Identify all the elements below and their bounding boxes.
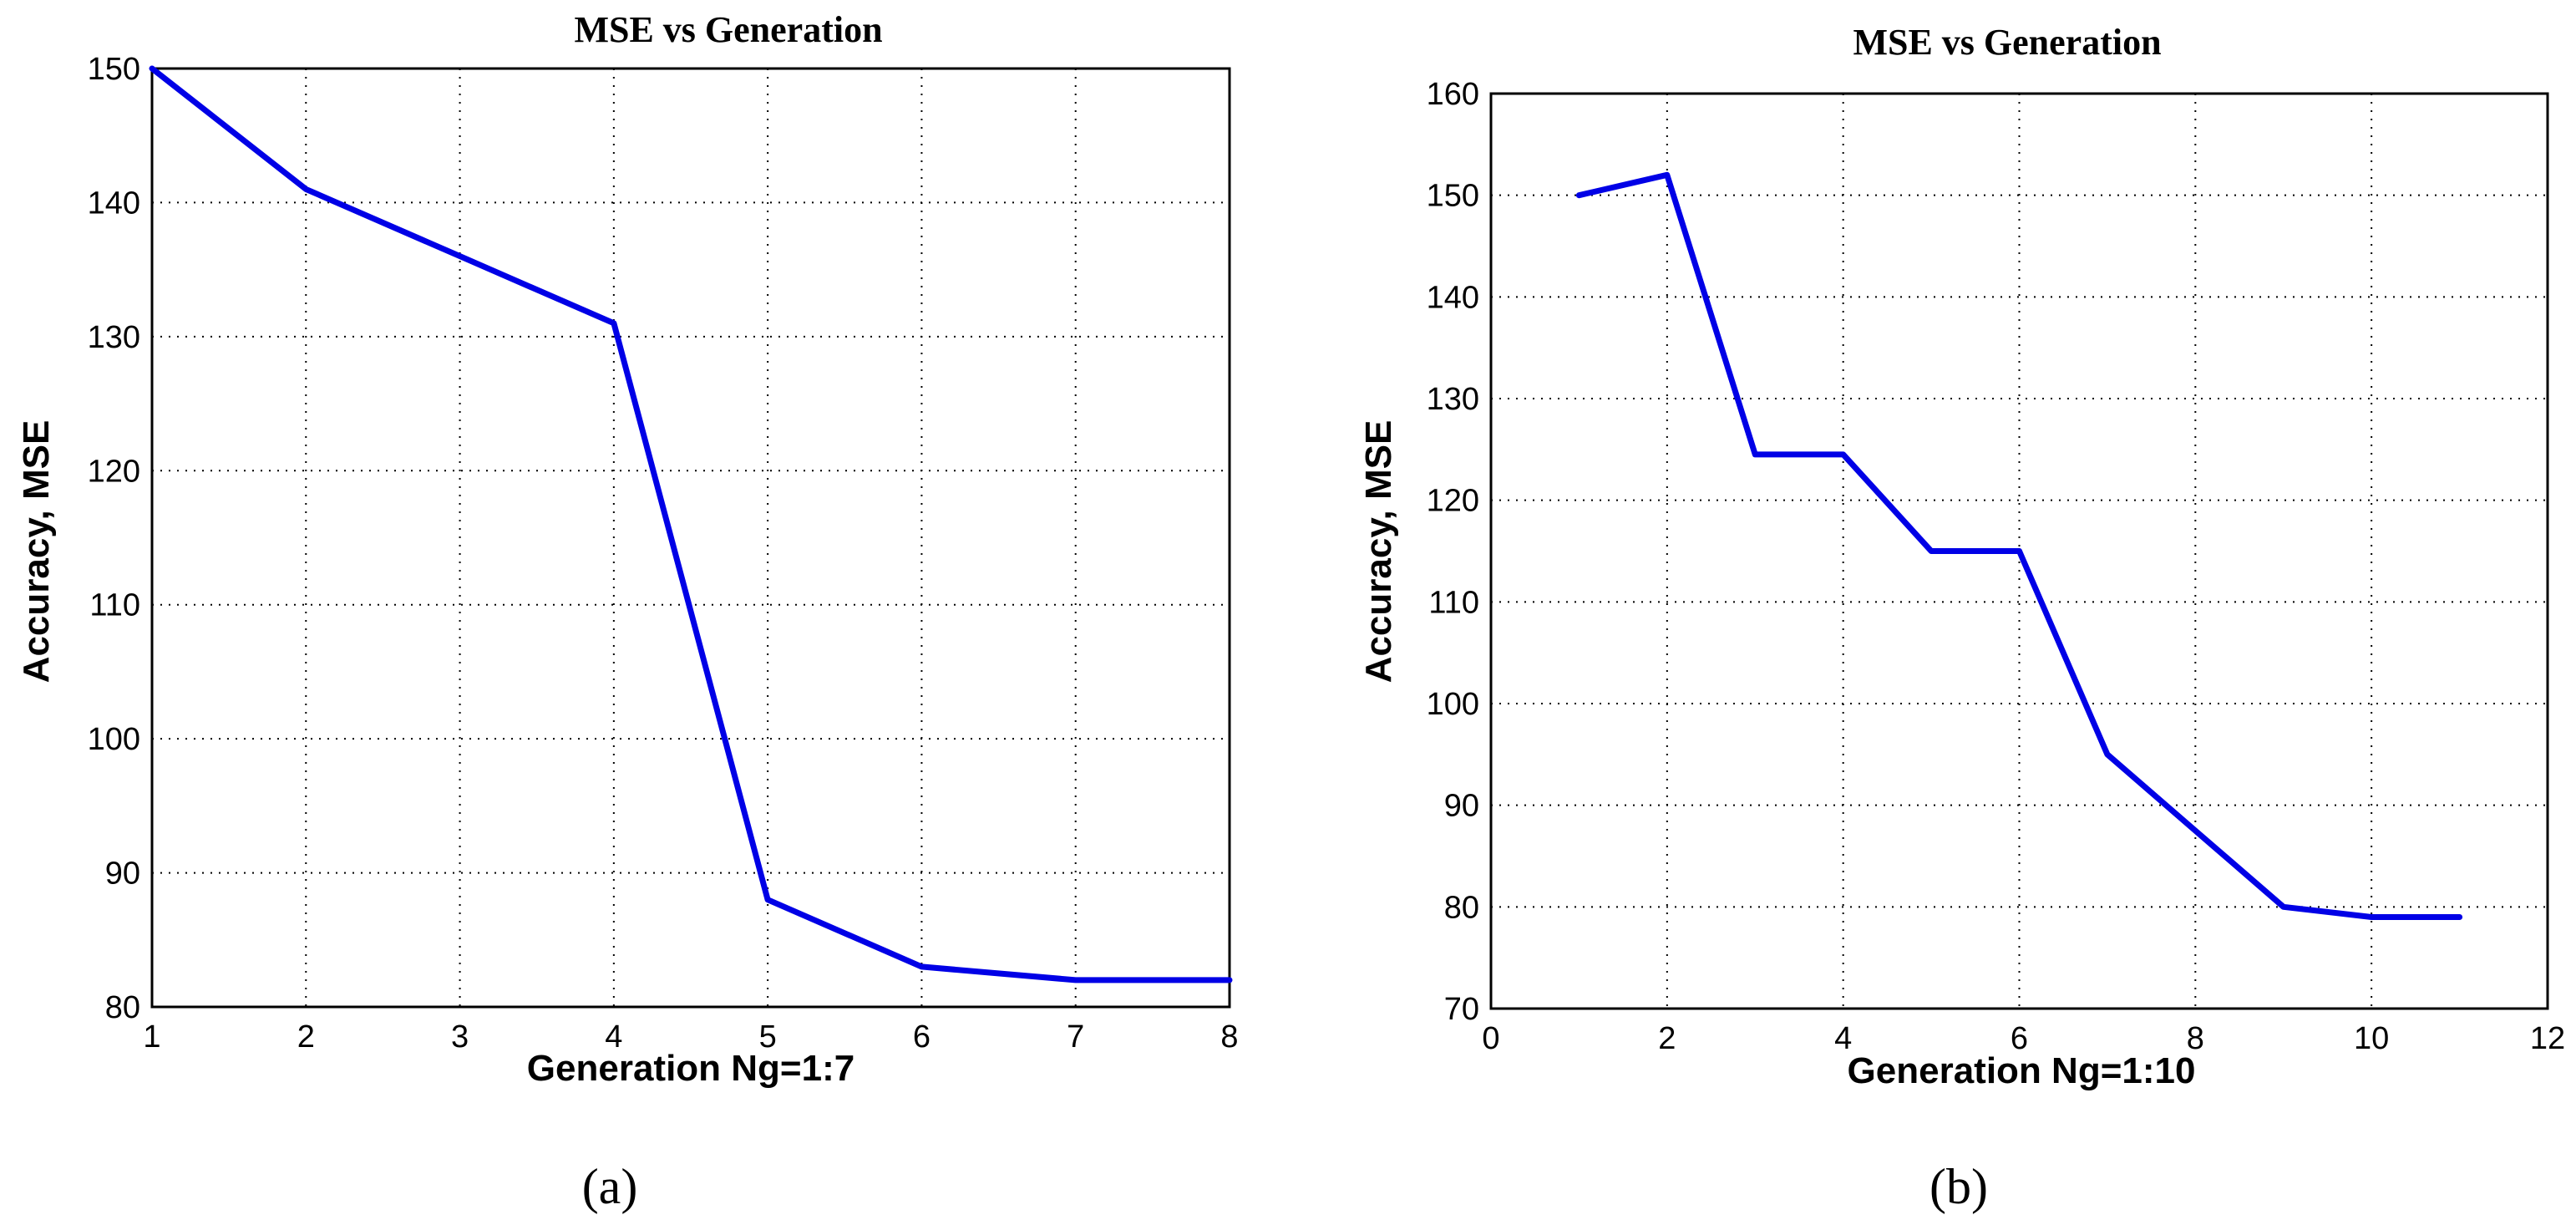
x-tick-label: 5: [759, 1019, 777, 1055]
y-tick-label: 150: [88, 52, 140, 87]
x-tick-label: 2: [1658, 1021, 1676, 1056]
chart-panel-a: MSE vs Generation 1 2 3 4 5 6 7 8 80 90 100 110 120…: [16, 9, 1239, 1214]
x-tick-label: 1: [143, 1019, 160, 1055]
x-tick-label: 6: [2011, 1021, 2028, 1056]
y-tick-label: 80: [105, 990, 140, 1025]
y-tick-label: 150: [1427, 179, 1479, 214]
y-tick-labels: 80 90 100 110 120 130 140 150: [88, 52, 140, 1025]
y-tick-labels: 70 80 90 100 110 120 130 140 150 160: [1427, 77, 1479, 1027]
y-tick-label: 110: [89, 588, 140, 623]
panel-label: (b): [1929, 1159, 1988, 1214]
y-tick-label: 80: [1444, 890, 1479, 925]
series-layer: [1575, 171, 2463, 920]
chart-title: MSE vs Generation: [574, 9, 882, 50]
grid-lines: [152, 69, 1230, 1007]
series-line: [149, 65, 1233, 984]
y-axis-label: Accuracy, MSE: [16, 420, 57, 684]
y-tick-label: 120: [88, 454, 140, 489]
x-tick-label: 8: [2187, 1021, 2204, 1056]
x-tick-label: 4: [1834, 1021, 1852, 1056]
y-tick-label: 90: [1444, 789, 1479, 824]
x-axis-label: Generation Ng=1:10: [1848, 1050, 2196, 1091]
panel-label: (a): [582, 1159, 638, 1214]
y-tick-label: 140: [1427, 280, 1479, 315]
series-layer: [149, 65, 1233, 984]
plot-frame: [1489, 92, 2549, 1010]
x-tick-label: 8: [1220, 1019, 1238, 1055]
x-axis-label: Generation Ng=1:7: [527, 1048, 854, 1089]
y-axis-label: Accuracy, MSE: [1358, 420, 1399, 684]
y-tick-label: 110: [1428, 585, 1479, 620]
x-tick-labels: 0 2 4 6 8 10 12: [1482, 1021, 2565, 1056]
x-tick-labels: 1 2 3 4 5 6 7 8: [143, 1019, 1238, 1055]
y-tick-label: 140: [88, 186, 140, 221]
y-tick-label: 100: [88, 722, 140, 757]
chart-title: MSE vs Generation: [1853, 22, 2161, 63]
chart-panel-b: MSE vs Generation 0 2 4 6 8 10 12 70 80 90 100 110…: [1358, 22, 2565, 1214]
x-tick-label: 12: [2530, 1021, 2565, 1056]
y-tick-label: 120: [1427, 484, 1479, 519]
x-tick-label: 10: [2354, 1021, 2389, 1056]
y-tick-label: 70: [1444, 992, 1479, 1027]
x-tick-label: 3: [451, 1019, 469, 1055]
x-tick-label: 2: [297, 1019, 315, 1055]
x-tick-label: 0: [1482, 1021, 1499, 1056]
x-tick-label: 7: [1067, 1019, 1084, 1055]
y-tick-label: 100: [1427, 687, 1479, 722]
y-tick-label: 130: [88, 320, 140, 355]
x-tick-label: 4: [605, 1019, 622, 1055]
plot-frame: [150, 67, 1231, 1009]
grid-lines: [1491, 94, 2548, 1009]
x-tick-label: 6: [913, 1019, 931, 1055]
y-tick-label: 90: [105, 856, 140, 892]
y-tick-label: 130: [1427, 382, 1479, 417]
series-line: [1575, 171, 2463, 920]
y-tick-label: 160: [1427, 77, 1479, 112]
